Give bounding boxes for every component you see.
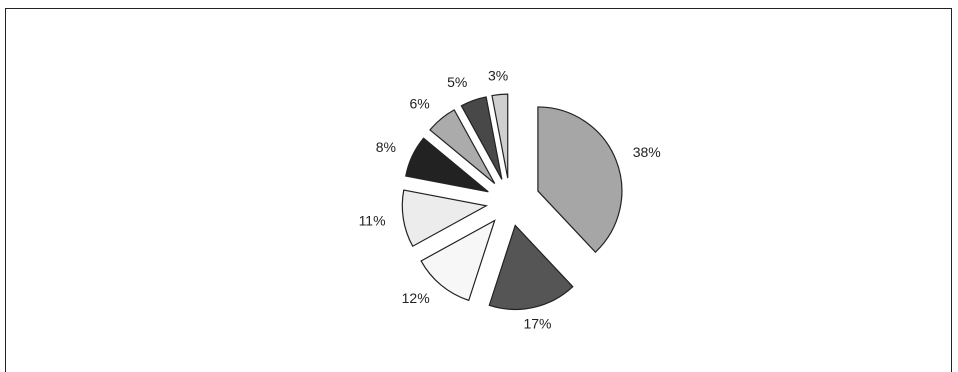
pie-slice	[401, 189, 489, 248]
value-label: 6%	[409, 96, 429, 112]
pie-slice	[429, 109, 496, 184]
pie-slice	[460, 96, 503, 180]
value-label: 38%	[633, 144, 661, 160]
value-label: 5%	[447, 74, 467, 90]
pie-slice	[537, 106, 623, 254]
pie-slice	[405, 137, 489, 193]
value-label: 8%	[376, 139, 396, 155]
value-label: 17%	[523, 316, 551, 332]
value-label: 3%	[488, 67, 508, 83]
value-label: 12%	[402, 290, 430, 306]
pie-slice	[420, 219, 496, 302]
pie-slice	[488, 224, 574, 310]
pie-slice	[491, 93, 509, 179]
value-label: 11%	[359, 212, 386, 228]
